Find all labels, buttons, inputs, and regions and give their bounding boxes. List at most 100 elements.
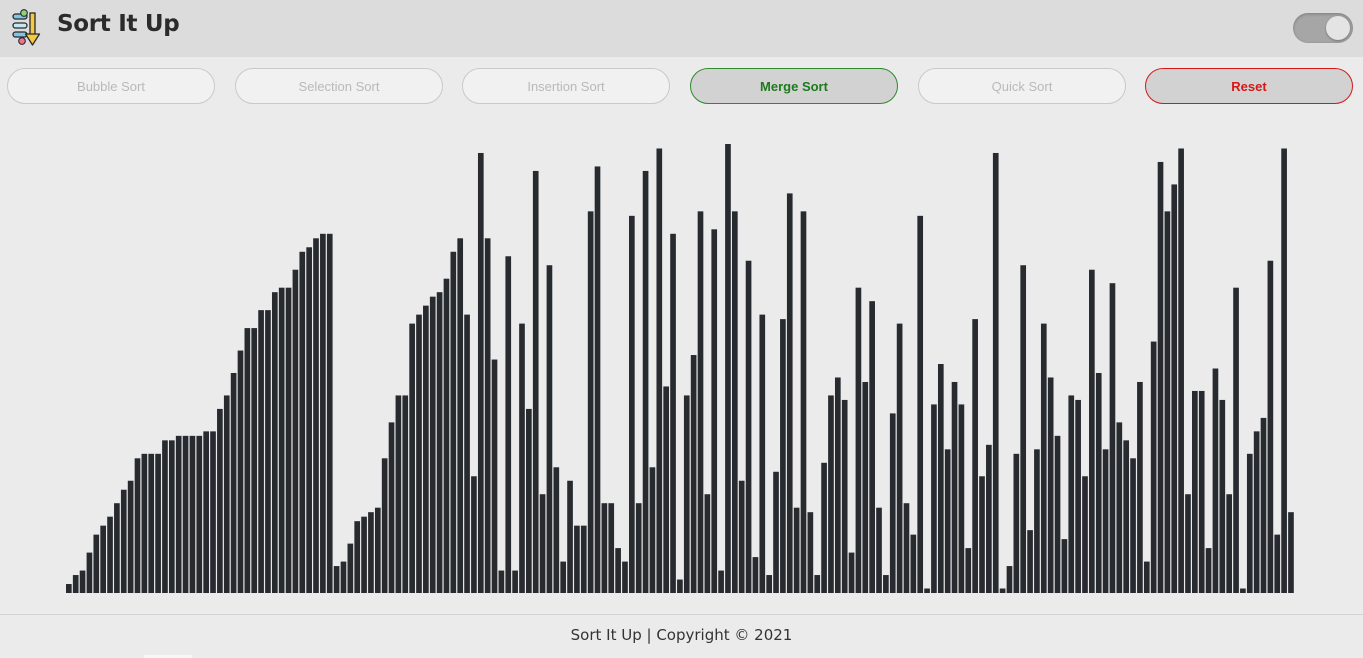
bar [1212,368,1219,593]
bar [1260,417,1267,593]
bar [93,534,100,593]
bar [436,292,443,593]
bar [697,211,704,593]
app-header: Sort It Up [0,0,1363,57]
bar [1240,588,1246,593]
bar [937,364,944,593]
bar [773,471,779,593]
insertion-sort-button[interactable]: Insertion Sort [462,68,670,104]
bar [258,310,264,593]
bar [848,552,855,593]
bar [903,503,910,593]
toggle-knob[interactable] [1326,16,1350,40]
theme-toggle[interactable] [1293,13,1353,43]
bar [1013,453,1020,593]
bar [374,507,381,593]
bar [237,350,244,593]
bar [601,503,608,593]
bar [381,458,388,593]
bar [333,566,340,593]
bar [635,503,642,593]
bar [326,233,333,594]
selection-sort-button[interactable]: Selection Sort [235,68,443,104]
bar [189,435,196,593]
bar [450,251,457,593]
bar [72,575,79,593]
bar [223,395,230,593]
bar [766,575,772,593]
bar [182,435,189,593]
bar [1109,283,1116,593]
bar [1020,265,1027,593]
bar [690,355,697,593]
bar [1233,287,1239,593]
bar [786,193,793,593]
bar [924,588,930,593]
bar [1205,548,1212,593]
merge-sort-button[interactable]: Merge Sort [690,68,898,104]
bar [1054,435,1061,593]
bar [553,467,560,593]
bar [292,269,299,593]
bar [107,516,113,593]
bar [141,453,148,593]
bar [711,229,718,593]
bar [1047,377,1054,593]
bar [168,440,175,593]
bar [423,305,429,593]
bar [155,453,161,593]
bar [347,543,354,593]
bar [306,247,312,593]
bar [704,494,711,593]
bar [951,381,958,593]
bar [1281,148,1287,594]
bar [718,570,724,593]
bar [821,462,827,593]
bar [539,494,546,593]
bar [580,525,587,593]
bar [1178,148,1184,594]
bar [1192,390,1198,593]
bar [608,503,615,593]
bar [622,561,628,593]
bar [464,314,470,593]
bubble-sort-button[interactable]: Bubble Sort [7,68,215,104]
bar [828,395,834,593]
bar [731,211,738,593]
bar [532,170,539,593]
bar [656,148,663,594]
bar [869,301,875,593]
bar [725,144,731,593]
bar [567,480,573,593]
bar [1171,184,1178,593]
bar [862,381,869,593]
bar [285,287,292,593]
bar [807,512,814,593]
bar [368,512,374,593]
bar [471,476,477,593]
bar [917,215,924,593]
bar [498,570,505,593]
bar [574,525,580,593]
bar [244,328,251,593]
bar [1006,566,1013,593]
bar [1082,476,1088,593]
bar [683,395,690,593]
bar [629,215,635,593]
app-title: Sort It Up [57,11,180,37]
footer-divider [0,614,1363,615]
quick-sort-button[interactable]: Quick Sort [918,68,1126,104]
bar [313,238,319,593]
bar [100,525,106,593]
bar [896,323,903,593]
bar [148,453,155,593]
bar [79,570,86,593]
bar [841,399,848,593]
bar [526,408,532,593]
bar [491,359,498,593]
reset-button[interactable]: Reset [1145,68,1353,104]
bar [1089,269,1095,593]
bar [1075,399,1081,593]
bar [670,233,676,594]
bar [663,386,670,593]
